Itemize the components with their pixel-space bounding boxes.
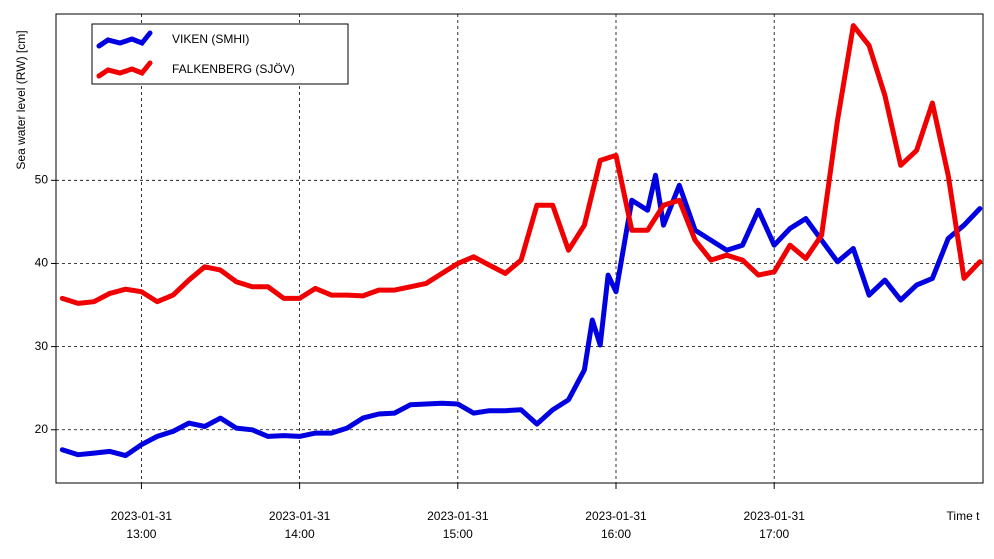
y-tick-label: 50 [35,172,49,186]
plot-frame [55,13,984,484]
legend-label: VIKEN (SMHI) [172,32,249,46]
y-axis-label: Sea water level (RW) [cm] [14,30,28,169]
legend-swatch [96,60,153,79]
y-tick-label: 30 [35,339,49,353]
x-tick-label: 2023-01-31 14:00 [269,509,331,541]
legend: VIKEN (SMHI) FALKENBERG (SJÖV) [91,23,349,85]
legend-swatch [96,30,153,49]
y-tick-label: 40 [35,256,49,270]
y-tick-label: 20 [35,422,49,436]
x-tick-label: 2023-01-31 16:00 [585,509,647,541]
legend-label: FALKENBERG (SJÖV) [172,62,295,76]
x-tick-label: 2023-01-31 15:00 [427,509,489,541]
x-tick-label: 2023-01-31 17:00 [743,509,805,541]
data-line [59,172,983,459]
x-axis-label: Time t [947,509,981,523]
x-tick-label: 2023-01-31 13:00 [111,509,173,541]
data-line [59,23,983,306]
legend-box [91,23,349,85]
